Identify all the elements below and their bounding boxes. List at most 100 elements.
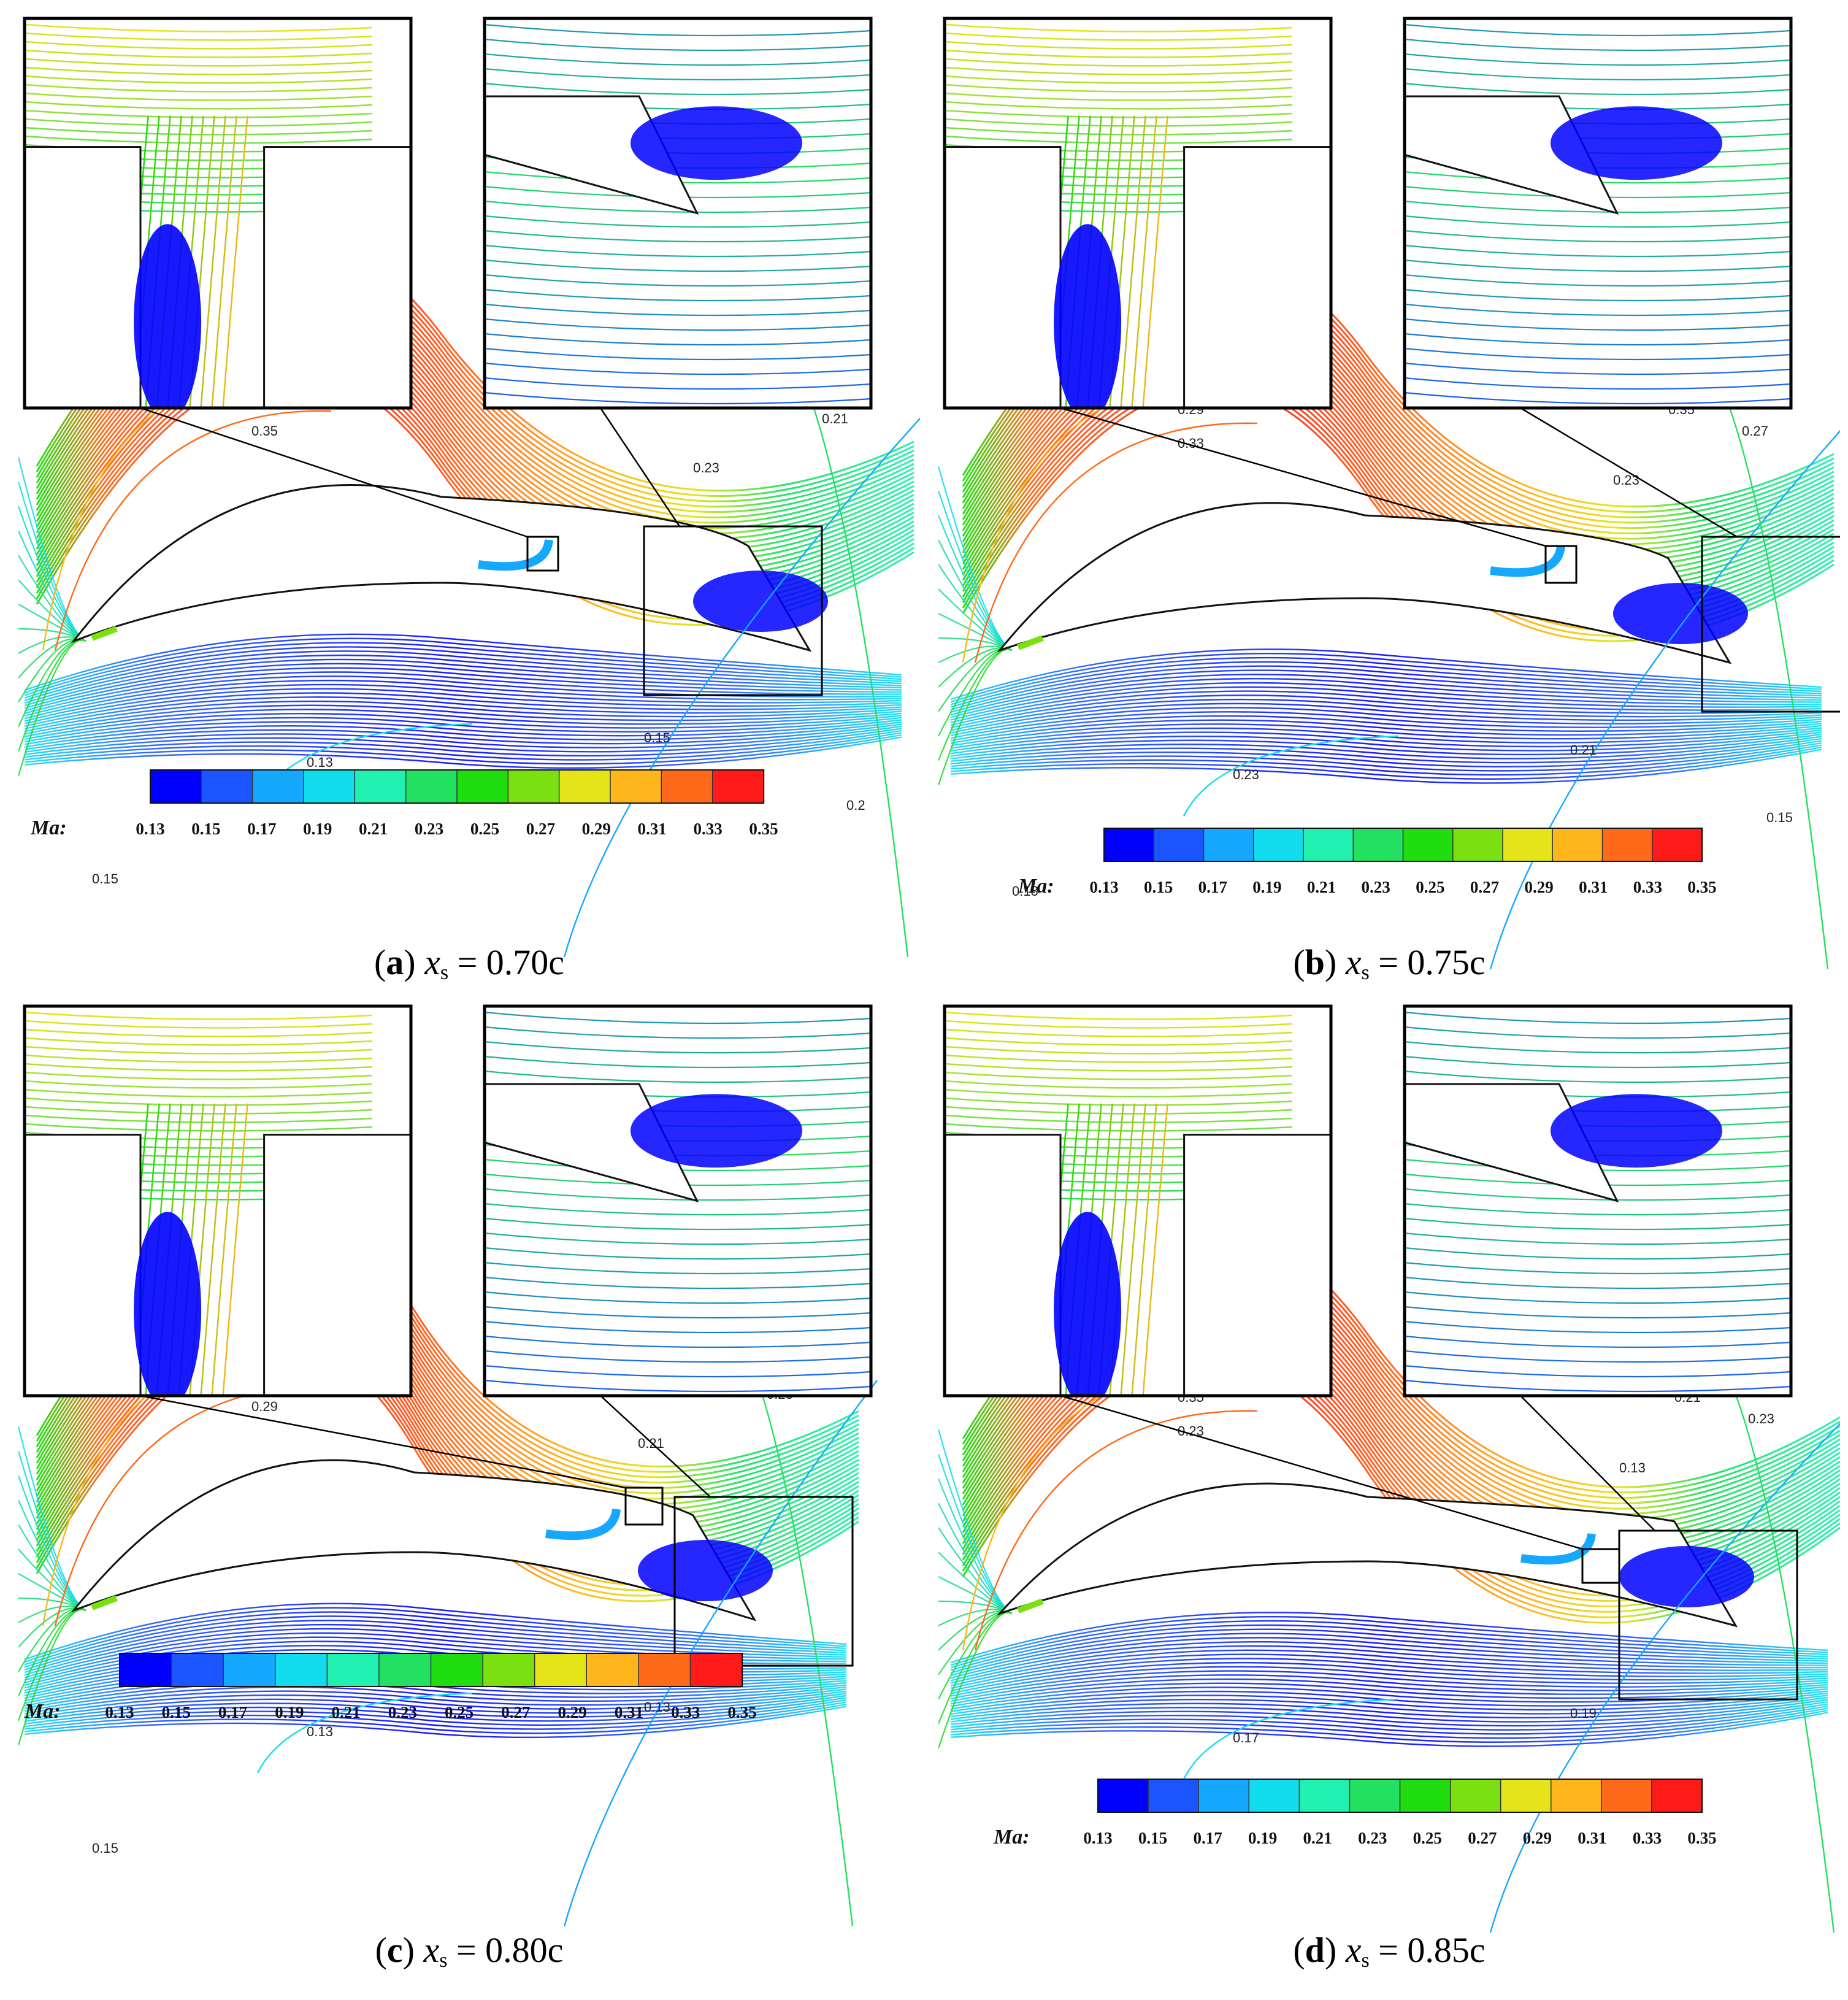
leading-edge-jet	[1017, 1598, 1044, 1613]
colorbar-swatch	[275, 1653, 328, 1687]
contour-label: 0.17	[1233, 1730, 1259, 1745]
panel-a-variable: x	[424, 942, 440, 982]
streamline	[950, 1645, 1828, 1684]
colorbar-tick-label: 0.21	[331, 1703, 360, 1721]
streamline	[25, 1011, 373, 1020]
streamline	[24, 633, 902, 691]
streamline	[950, 1620, 1828, 1669]
streamline	[25, 66, 373, 75]
colorbar-tick-label: 0.33	[671, 1703, 700, 1721]
panel-a-caption: (a) xs = 0.70c	[374, 942, 565, 984]
streamline	[24, 671, 902, 714]
streamline	[24, 654, 902, 704]
streamline	[1405, 259, 1791, 272]
streamline	[950, 1615, 1828, 1666]
streamline	[950, 1649, 1828, 1687]
streamline	[24, 1686, 847, 1712]
streamline	[24, 700, 902, 733]
contour-label: 0.21	[1570, 742, 1597, 758]
contour-label: 0.13	[1619, 1460, 1646, 1475]
streamline	[485, 1202, 871, 1216]
streamline	[18, 1499, 86, 1611]
streamline	[485, 23, 871, 37]
colorbar-swatch	[1652, 828, 1703, 862]
streamline	[950, 746, 1822, 780]
colorbar-swatch	[1551, 1779, 1603, 1813]
streamline	[485, 38, 871, 52]
colorbar-label: Ma:	[24, 1700, 61, 1723]
streamline	[485, 1026, 871, 1039]
contour-line	[1489, 429, 1840, 970]
streamline	[950, 711, 1822, 739]
streamline	[945, 118, 1293, 127]
panel-b-letter: b	[1305, 942, 1325, 982]
streamline	[1405, 67, 1791, 81]
colorbar-tick-label: 0.25	[1416, 878, 1444, 896]
jet-slot	[1490, 545, 1565, 577]
streamline	[485, 1070, 871, 1083]
inset-wall	[25, 1134, 142, 1396]
lower-streamlines	[24, 633, 902, 769]
colorbar-tick-label: 0.19	[303, 820, 332, 838]
colorbar-tick-label: 0.29	[582, 820, 611, 838]
streamline	[485, 1276, 871, 1290]
colorbar-swatch	[326, 1653, 380, 1687]
streamline	[950, 656, 1822, 706]
colorbar-swatch	[171, 1653, 224, 1687]
inset-wall	[25, 146, 142, 408]
streamline	[950, 1696, 1828, 1720]
slot-vortex	[1054, 224, 1122, 408]
colorbar-tick-label: 0.19	[1248, 1829, 1277, 1847]
streamline	[24, 1611, 847, 1666]
streamline	[950, 1709, 1828, 1743]
colorbar-swatch	[1248, 1779, 1300, 1813]
contour-label: 0.29	[251, 1399, 278, 1414]
streamline	[1405, 244, 1791, 258]
streamline	[950, 1694, 1828, 1718]
streamline	[485, 1232, 871, 1245]
colorbar-tick-label: 0.33	[693, 820, 722, 838]
streamline	[24, 692, 902, 727]
panel-a-value: = 0.70c	[448, 942, 565, 982]
colorbar-swatch	[223, 1653, 276, 1687]
streamline	[1405, 1217, 1791, 1231]
contour-line	[256, 1692, 473, 1774]
streamline	[945, 40, 1293, 50]
colorbar-swatch	[430, 1653, 484, 1687]
streamline	[1405, 377, 1791, 390]
streamline	[1405, 303, 1791, 317]
inset-vortex	[1551, 106, 1722, 180]
streamline	[25, 1114, 373, 1123]
colorbar-swatch	[711, 769, 765, 804]
streamline	[950, 1682, 1828, 1707]
colorbar-swatch	[1449, 1779, 1501, 1813]
colorbar-tick-label: 0.19	[1252, 878, 1281, 896]
colorbar-tick-label: 0.23	[388, 1703, 417, 1721]
streamline	[950, 1637, 1828, 1679]
streamline	[950, 740, 1822, 767]
colorbar-swatch	[1552, 828, 1603, 862]
colorbar-swatch	[456, 769, 509, 804]
colorbar-swatch	[1298, 1779, 1351, 1813]
streamline	[1405, 23, 1791, 37]
panel-d-figure: 0.33 0.35 0.23 0.21 0.23 0.13 0.17 0.19 Ma: 0.13 0…	[938, 1004, 1840, 1933]
slot-vortex	[1054, 1212, 1122, 1396]
colorbar-tick-label: 0.35	[727, 1703, 756, 1721]
colorbar-tick-label: 0.31	[638, 820, 667, 838]
airfoil-body	[997, 1482, 1738, 1628]
colorbar-swatch	[378, 1653, 432, 1687]
streamline	[485, 1261, 871, 1275]
colorbar-swatch	[1097, 1779, 1149, 1813]
streamline	[485, 1350, 871, 1363]
streamline	[1405, 347, 1791, 361]
inset-wall	[1183, 1134, 1331, 1396]
contour-line	[729, 1318, 854, 1927]
colorbar-swatch	[201, 769, 253, 804]
inset-trailing-edge-zoom	[1403, 17, 1793, 410]
inset-wall	[1183, 146, 1331, 408]
colorbar-label: Ma:	[993, 1826, 1030, 1848]
streamline	[485, 1188, 871, 1201]
contour-label: 0.27	[1742, 423, 1768, 439]
contour-label: 0.13	[307, 755, 333, 770]
streamline	[945, 1037, 1293, 1046]
